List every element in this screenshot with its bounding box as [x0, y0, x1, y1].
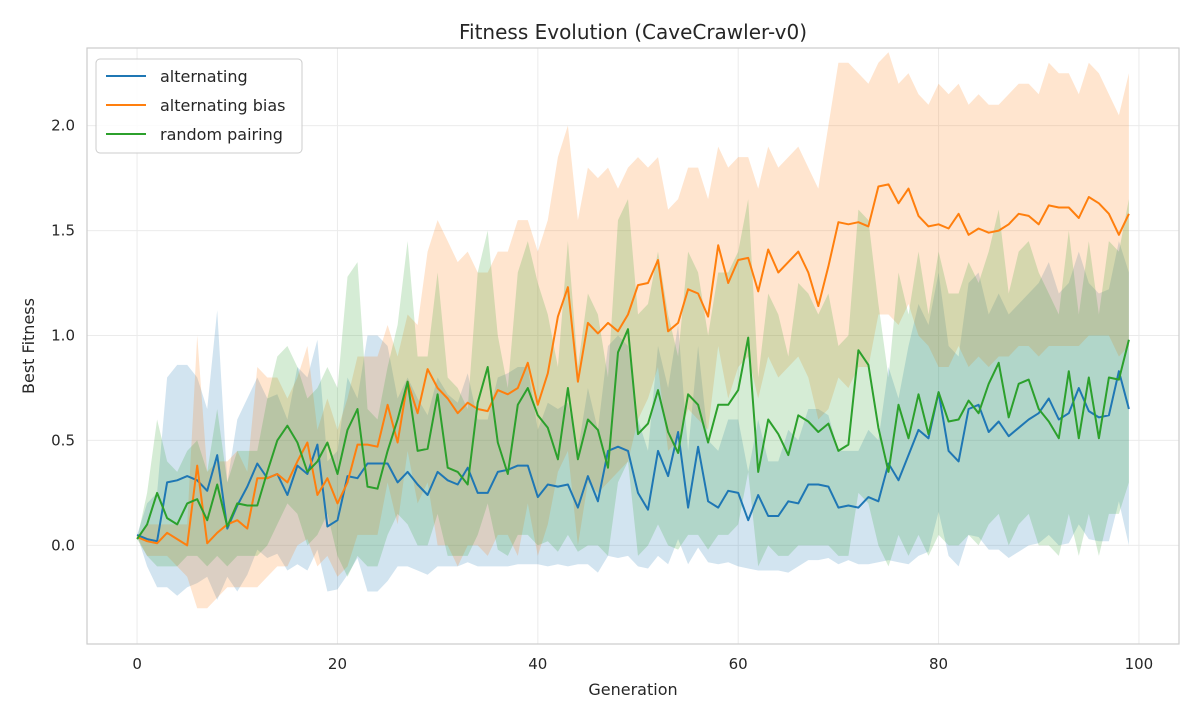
legend-label-alternating-bias: alternating bias [160, 96, 285, 115]
x-tick-label: 100 [1125, 655, 1154, 673]
x-tick-label: 60 [729, 655, 748, 673]
series-lines [136, 183, 1130, 547]
legend-label-random-pairing: random pairing [160, 125, 283, 144]
y-tick-labels: 0.0 0.5 1.0 1.5 2.0 [51, 117, 75, 555]
y-tick-label: 0.0 [51, 536, 75, 554]
x-tick-label: 0 [132, 655, 142, 673]
band-alternating-bias [137, 52, 1129, 609]
line-alternating-bias [136, 183, 1130, 547]
legend: alternating alternating bias random pair… [95, 58, 303, 154]
y-tick-label: 0.5 [51, 431, 75, 449]
line-alternating [136, 370, 1130, 543]
chart-title: Fitness Evolution (CaveCrawler-v0) [459, 20, 807, 44]
band-alternating [137, 241, 1129, 600]
line-random-pairing [136, 328, 1130, 540]
x-tick-label: 40 [528, 655, 547, 673]
y-tick-label: 1.5 [51, 222, 75, 240]
y-axis-label: Best Fitness [19, 298, 38, 394]
x-tick-label: 20 [328, 655, 347, 673]
x-tick-labels: 0 20 40 60 80 100 [132, 655, 1153, 673]
x-axis-label: Generation [588, 680, 677, 699]
plot-frame [86, 47, 1180, 645]
y-tick-label: 2.0 [51, 117, 75, 135]
y-tick-label: 1.0 [51, 327, 75, 345]
legend-label-alternating: alternating [160, 67, 248, 86]
legend-box [95, 58, 303, 154]
x-tick-label: 80 [929, 655, 948, 673]
